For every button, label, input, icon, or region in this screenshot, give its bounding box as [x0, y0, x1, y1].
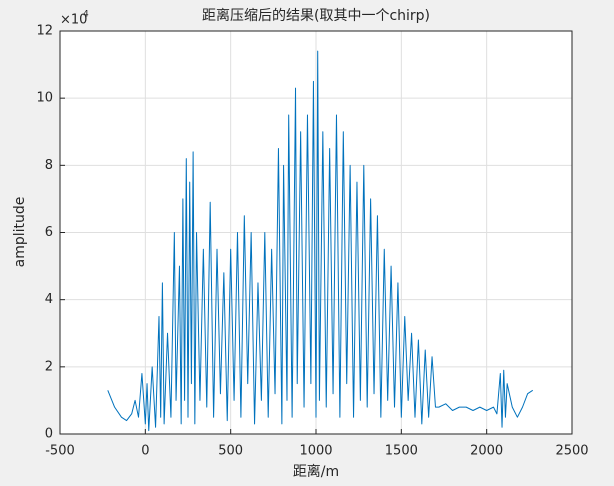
y-axis-label: amplitude — [12, 197, 28, 268]
x-tick-label: 1500 — [385, 444, 418, 459]
y-tick-label: 2 — [45, 359, 53, 374]
signal-line — [107, 50, 534, 432]
chart-title: 距离压缩后的结果(取其中一个chirp) — [202, 7, 430, 24]
x-tick-label: 500 — [218, 444, 243, 459]
y-multiplier-exponent: 4 — [83, 10, 89, 20]
y-tick-label: 12 — [36, 24, 53, 39]
y-tick-label: 0 — [45, 427, 53, 442]
x-tick-label: 2000 — [470, 444, 503, 459]
y-tick-label: 6 — [45, 225, 53, 240]
y-tick-label: 4 — [45, 292, 53, 307]
plot — [107, 50, 534, 432]
x-tick-label: 2500 — [555, 444, 588, 459]
x-axis-label: 距离/m — [293, 463, 339, 480]
y-tick-label: 10 — [36, 91, 53, 106]
x-tick-label: 1000 — [299, 444, 332, 459]
x-tick-label: 0 — [141, 444, 149, 459]
y-tick-label: 8 — [45, 158, 53, 173]
ticks: -500 0 500 1000 1500 2000 2500 0 2 4 6 8 10 12 — [36, 24, 588, 459]
y-multiplier: ×10 — [60, 13, 87, 28]
x-tick-label: -500 — [45, 444, 75, 459]
